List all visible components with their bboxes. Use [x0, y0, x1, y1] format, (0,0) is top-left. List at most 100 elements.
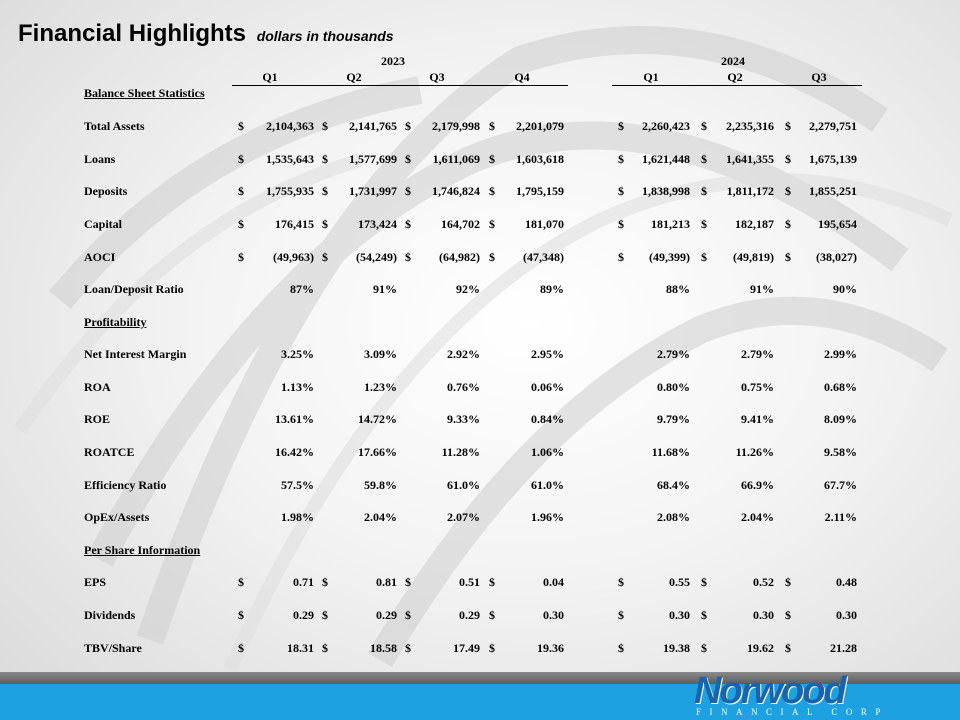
cell-opex-assets-3: 1.96%: [531, 510, 564, 524]
cell-dividends-6: 0.30: [836, 608, 857, 622]
cell-deposits-4: 1,838,998: [642, 184, 690, 198]
currency-sign: $: [785, 608, 791, 622]
currency-sign: $: [701, 217, 707, 231]
footer-blue-band: [0, 684, 960, 720]
cell-aoci-3: (47,348): [523, 250, 564, 264]
cell-dividends-3: 0.30: [543, 608, 564, 622]
cell-dividends-5: 0.30: [753, 608, 774, 622]
cell-roa-4: 0.80%: [657, 380, 690, 394]
row-label-eps: EPS: [84, 575, 107, 589]
cell-dividends-0: 0.29: [293, 608, 314, 622]
cell-roa-3: 0.06%: [531, 380, 564, 394]
currency-sign: $: [618, 641, 624, 655]
cell-loans-1: 1,577,699: [349, 152, 397, 166]
year-header-2023: 2023: [381, 54, 405, 68]
cell-deposits-1: 1,731,997: [349, 184, 397, 198]
currency-sign: $: [701, 250, 707, 264]
currency-sign: $: [785, 575, 791, 589]
year-header-2024: 2024: [721, 54, 745, 68]
currency-sign: $: [489, 184, 495, 198]
cell-loan-deposit-ratio-5: 91%: [750, 282, 774, 296]
cell-efficiency-ratio-3: 61.0%: [531, 478, 564, 492]
title-text: Financial Highlights: [18, 20, 247, 47]
currency-sign: $: [489, 575, 495, 589]
cell-tbv-share-2: 17.49: [453, 641, 480, 655]
cell-efficiency-ratio-5: 66.9%: [741, 478, 774, 492]
cell-roatce-1: 17.66%: [358, 445, 397, 459]
row-label-dividends: Dividends: [84, 608, 136, 622]
currency-sign: $: [322, 119, 328, 133]
cell-tbv-share-4: 19.38: [663, 641, 690, 655]
currency-sign: $: [489, 119, 495, 133]
currency-sign: $: [238, 575, 244, 589]
cell-dividends-1: 0.29: [376, 608, 397, 622]
currency-sign: $: [405, 641, 411, 655]
cell-roa-2: 0.76%: [447, 380, 480, 394]
currency-sign: $: [322, 250, 328, 264]
row-label-roe: ROE: [84, 412, 111, 426]
row-label-net-interest-margin: Net Interest Margin: [84, 347, 187, 361]
page-title: Financial Highlights dollars in thousand…: [18, 20, 394, 48]
cell-total-assets-2: 2,179,998: [432, 119, 480, 133]
cell-tbv-share-6: 21.28: [830, 641, 857, 655]
currency-sign: $: [618, 152, 624, 166]
cell-deposits-0: 1,755,935: [266, 184, 314, 198]
cell-deposits-3: 1,795,159: [516, 184, 564, 198]
cell-loan-deposit-ratio-3: 89%: [540, 282, 564, 296]
cell-capital-0: 176,415: [275, 217, 314, 231]
cell-roe-4: 9.79%: [657, 412, 690, 426]
cell-eps-5: 0.52: [753, 575, 774, 589]
cell-loan-deposit-ratio-4: 88%: [666, 282, 690, 296]
cell-capital-1: 173,424: [358, 217, 397, 231]
currency-sign: $: [238, 119, 244, 133]
quarter-header-2023-q3: Q3: [429, 70, 445, 84]
currency-sign: $: [405, 184, 411, 198]
cell-roatce-6: 9.58%: [824, 445, 857, 459]
cell-eps-4: 0.55: [669, 575, 690, 589]
cell-roatce-4: 11.68%: [651, 445, 690, 459]
currency-sign: $: [238, 641, 244, 655]
section-profitability: Profitability: [84, 315, 147, 329]
cell-loans-5: 1,641,355: [726, 152, 774, 166]
currency-sign: $: [785, 119, 791, 133]
row-label-roatce: ROATCE: [84, 445, 135, 459]
cell-roatce-5: 11.26%: [735, 445, 774, 459]
currency-sign: $: [785, 217, 791, 231]
currency-sign: $: [618, 119, 624, 133]
currency-sign: $: [701, 119, 707, 133]
cell-total-assets-4: 2,260,423: [642, 119, 690, 133]
cell-roa-5: 0.75%: [741, 380, 774, 394]
cell-roe-6: 8.09%: [824, 412, 857, 426]
cell-roe-1: 14.72%: [358, 412, 397, 426]
cell-capital-2: 164,702: [441, 217, 480, 231]
currency-sign: $: [322, 575, 328, 589]
quarter-header-2024-q1: Q1: [643, 70, 659, 84]
cell-loan-deposit-ratio-0: 87%: [290, 282, 314, 296]
cell-opex-assets-2: 2.07%: [447, 510, 480, 524]
cell-efficiency-ratio-0: 57.5%: [281, 478, 314, 492]
currency-sign: $: [785, 641, 791, 655]
currency-sign: $: [322, 152, 328, 166]
norwood-logo: Norwood FINANCIAL CORP: [694, 670, 898, 720]
cell-roatce-0: 16.42%: [275, 445, 314, 459]
quarter-header-2023-q2: Q2: [346, 70, 362, 84]
section-balance-sheet: Balance Sheet Statistics: [84, 86, 205, 100]
cell-deposits-6: 1,855,251: [809, 184, 857, 198]
cell-net-interest-margin-4: 2.79%: [657, 347, 690, 361]
currency-sign: $: [405, 575, 411, 589]
cell-loans-3: 1,603,618: [516, 152, 564, 166]
cell-efficiency-ratio-4: 68.4%: [657, 478, 690, 492]
cell-aoci-2: (64,982): [439, 250, 480, 264]
currency-sign: $: [701, 641, 707, 655]
logo-tagline: FINANCIAL CORP: [696, 707, 889, 717]
cell-opex-assets-6: 2.11%: [824, 510, 857, 524]
header-rule-2024: [612, 85, 862, 86]
row-label-opex-assets: OpEx/Assets: [84, 510, 150, 524]
cell-aoci-5: (49,819): [733, 250, 774, 264]
currency-sign: $: [701, 184, 707, 198]
currency-sign: $: [405, 119, 411, 133]
row-label-deposits: Deposits: [84, 184, 128, 198]
cell-loans-2: 1,611,069: [432, 152, 480, 166]
cell-roe-3: 0.84%: [531, 412, 564, 426]
cell-aoci-1: (54,249): [356, 250, 397, 264]
